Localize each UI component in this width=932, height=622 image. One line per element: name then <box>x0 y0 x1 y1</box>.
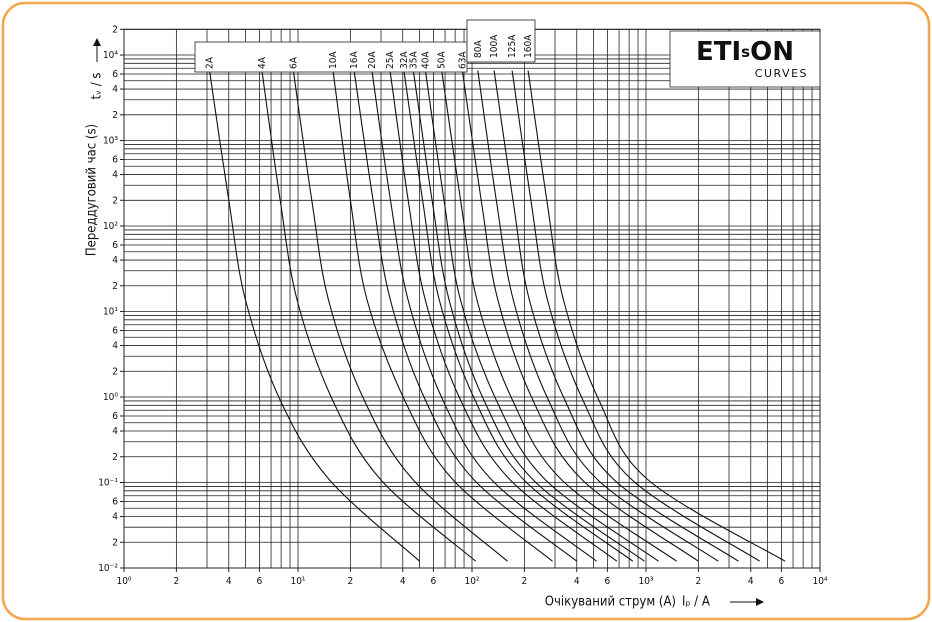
fuse-curve <box>261 70 477 562</box>
y-tick-label: 4 <box>112 341 118 352</box>
y-tick-label: 2 <box>112 24 118 35</box>
legend-label: 10A <box>328 51 339 69</box>
y-tick-label: 2 <box>112 537 118 548</box>
legend-label: 6A <box>288 56 299 69</box>
y-tick-label: 10⁻¹ <box>98 478 118 489</box>
x-tick-label: 4 <box>226 576 232 587</box>
fuse-curve <box>292 70 508 562</box>
y-tick-label: 4 <box>112 512 118 523</box>
x-tick-label: 6 <box>605 576 611 587</box>
x-tick-label: 10³ <box>638 576 653 587</box>
x-tick-label: 10⁴ <box>812 576 827 587</box>
legend-label: 160A <box>523 34 534 58</box>
x-tick-label: 2 <box>174 576 180 587</box>
logo-part: ETI <box>696 37 741 67</box>
legend-label: 25A <box>385 51 396 69</box>
legend-label: 50A <box>437 51 448 69</box>
x-tick-label: 2 <box>522 576 528 587</box>
y-tick-label: 4 <box>112 426 118 437</box>
y-tick-label: 10⁴ <box>103 50 118 61</box>
legend-label: 40A <box>420 51 431 69</box>
x-axis-title: Очікуваний струм (A) <box>545 595 676 610</box>
logo-sub: CURVES <box>755 67 808 80</box>
y-axis-unit: tᵥ / s <box>90 73 105 100</box>
y-tick-label: 2 <box>112 110 118 121</box>
x-arrow-head <box>756 598 764 606</box>
y-tick-label: 6 <box>112 69 118 80</box>
fuse-curve <box>477 70 719 562</box>
legend-label: 2A <box>204 56 215 69</box>
y-tick-label: 10¹ <box>103 307 118 318</box>
y-tick-label: 6 <box>112 325 118 336</box>
fuse-curve <box>461 70 699 562</box>
y-tick-label: 6 <box>112 240 118 251</box>
x-axis-unit: Iₚ / A <box>682 595 710 610</box>
fuse-curve <box>353 70 578 562</box>
x-tick-label: 4 <box>748 576 754 587</box>
y-tick-label: 6 <box>112 411 118 422</box>
curves <box>208 70 786 562</box>
legend-label: 32A <box>399 51 410 69</box>
legend-label: 80A <box>473 40 484 58</box>
legend-label: 100A <box>489 34 500 58</box>
y-tick-label: 2 <box>112 452 118 463</box>
x-tick-label: 4 <box>400 576 406 587</box>
legend-label: 125A <box>507 34 518 58</box>
logo-box <box>669 30 821 88</box>
x-tick-label: 6 <box>779 576 785 587</box>
x-tick-label: 2 <box>348 576 354 587</box>
legend-label: 16A <box>349 51 360 69</box>
x-tick-label: 6 <box>257 576 263 587</box>
x-tick-label: 10¹ <box>290 576 305 587</box>
legend-box <box>466 19 536 63</box>
fuse-curve <box>493 70 739 562</box>
x-tick-label: 4 <box>574 576 580 587</box>
y-tick-label: 6 <box>112 154 118 165</box>
fuse-curve <box>332 70 553 562</box>
legend-label: 63A <box>457 51 468 69</box>
x-tick-label: 10⁰ <box>116 576 131 587</box>
y-tick-label: 4 <box>112 84 118 95</box>
x-tick-label: 10² <box>464 576 479 587</box>
fuse-curve <box>511 70 760 562</box>
fuse-curve <box>441 70 677 562</box>
y-tick-label: 2 <box>112 366 118 377</box>
y-tick-label: 10⁻² <box>98 563 118 574</box>
fuse-curve <box>403 70 634 562</box>
logo: ETIsON <box>696 37 794 67</box>
y-tick-label: 2 <box>112 195 118 206</box>
y-tick-label: 10⁰ <box>103 392 118 403</box>
y-tick-label: 2 <box>112 281 118 292</box>
legend-label: 20A <box>367 51 378 69</box>
logo-part: ON <box>750 37 794 67</box>
y-tick-label: 10² <box>103 221 118 232</box>
y-tick-label: 4 <box>112 170 118 181</box>
legend-label: 35A <box>408 51 419 69</box>
y-arrow-head <box>93 38 101 46</box>
y-tick-label: 6 <box>112 496 118 507</box>
fuse-curve <box>424 70 659 562</box>
fuse-curve <box>208 70 420 562</box>
y-tick-label: 10³ <box>103 136 118 147</box>
legend-label: 4A <box>257 56 268 69</box>
fuse-curve <box>527 70 786 562</box>
fuse-curve <box>389 70 618 562</box>
y-axis-title: Переддуговий час (s) <box>85 124 100 256</box>
logo-part: s <box>741 43 750 61</box>
x-tick-label: 6 <box>431 576 437 587</box>
fuse-curve <box>412 70 645 562</box>
y-tick-label: 4 <box>112 255 118 266</box>
fuse-curve <box>371 70 597 562</box>
x-tick-label: 2 <box>696 576 702 587</box>
